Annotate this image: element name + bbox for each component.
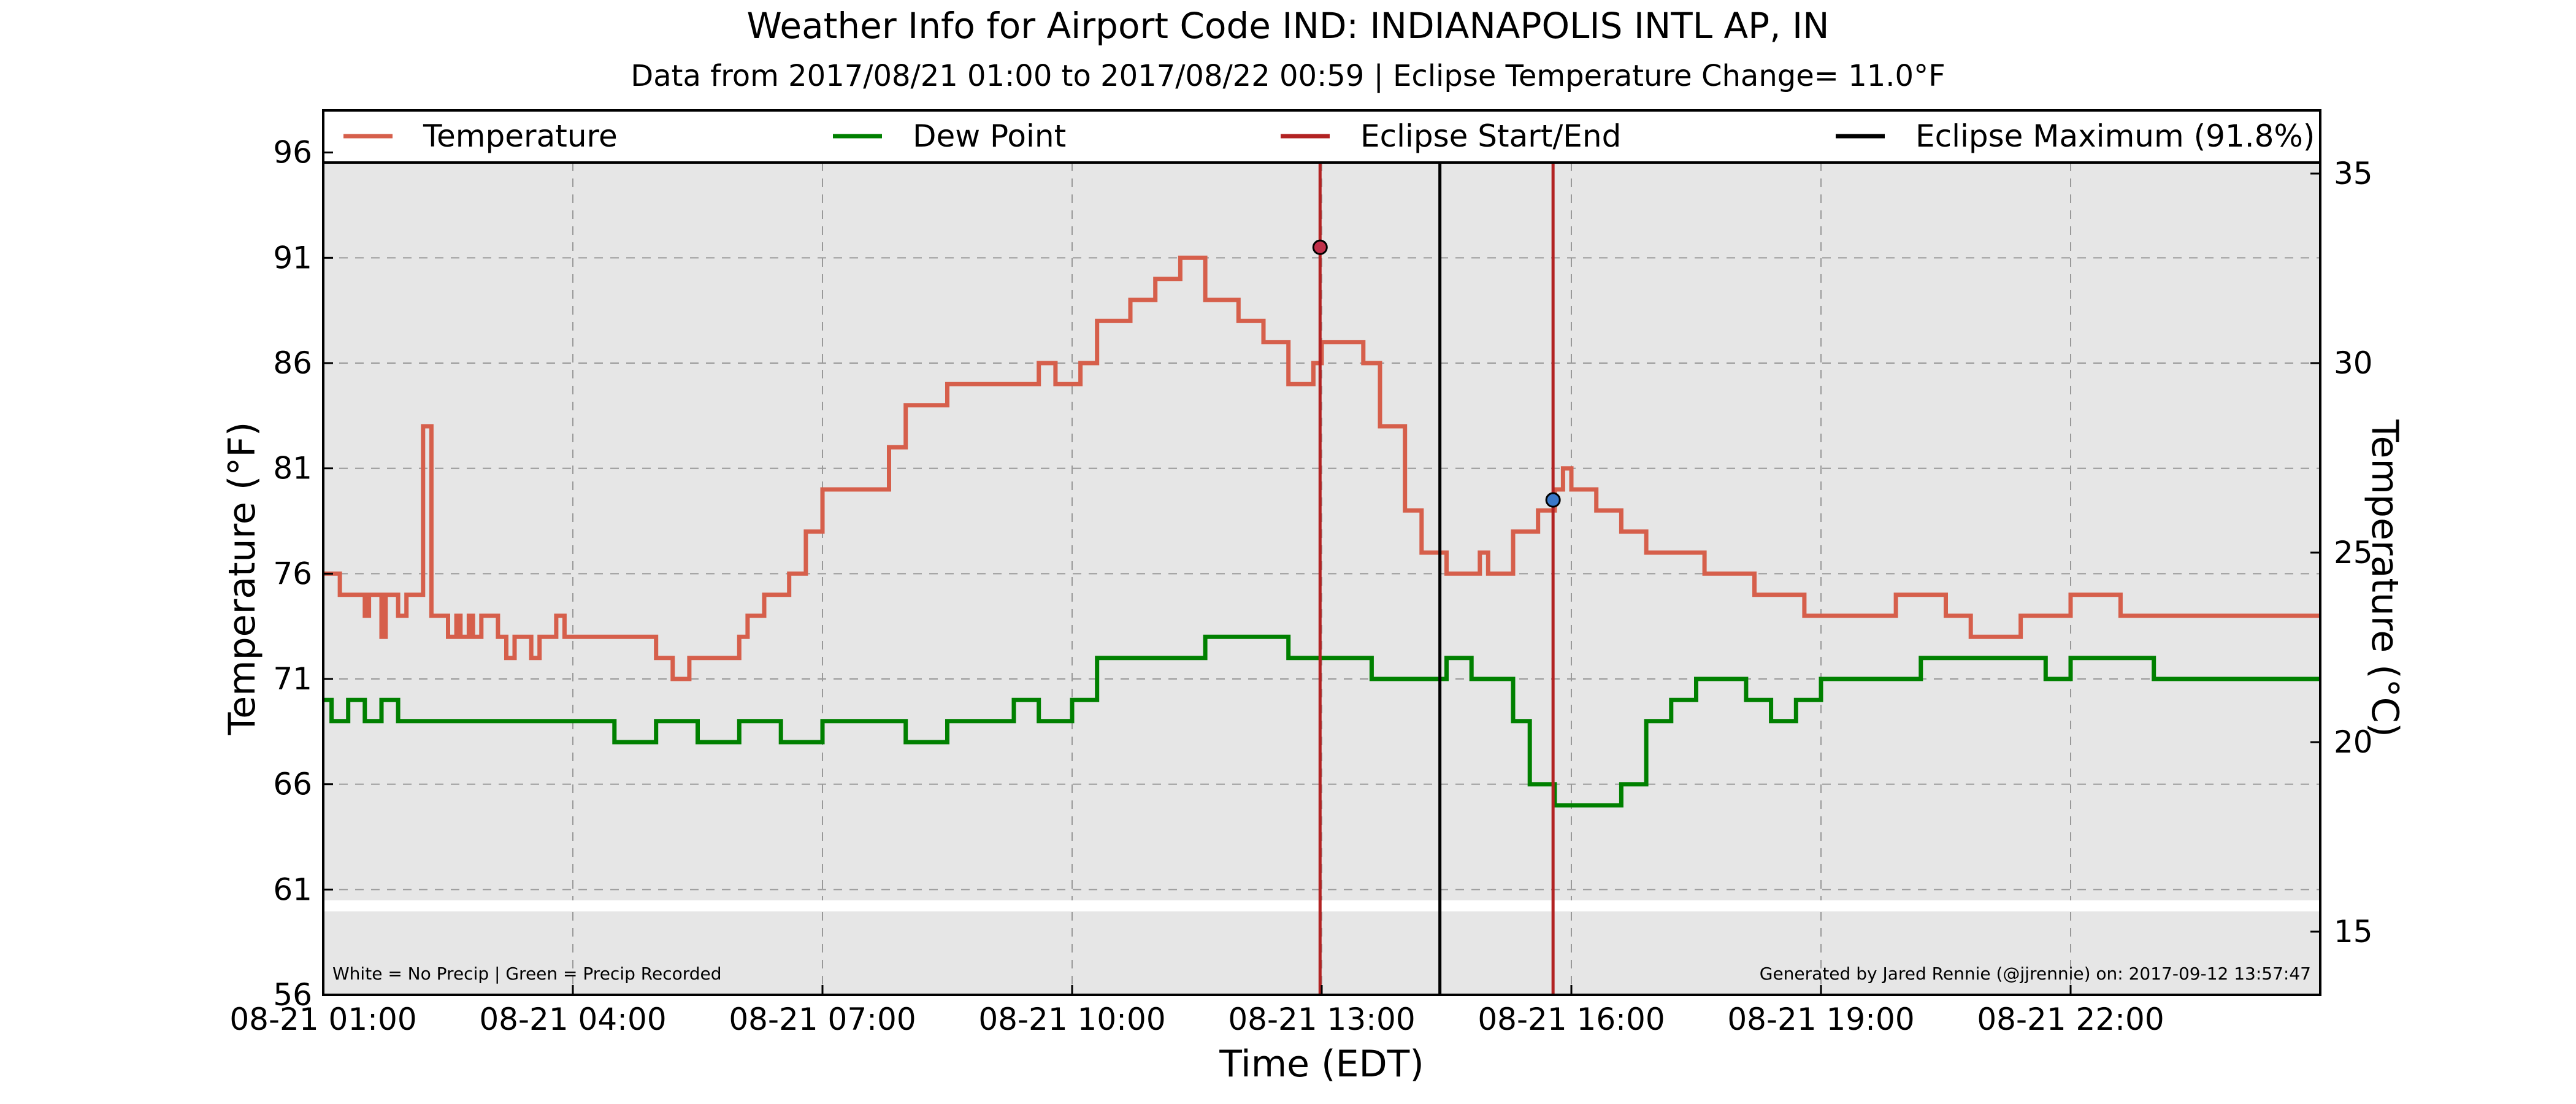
legend: Temperature Dew Point Eclipse Start/End Ecl…	[343, 118, 2315, 154]
x-tick-label: 08-21 13:00	[1228, 1002, 1415, 1037]
x-tick-label: 08-21 10:00	[978, 1002, 1165, 1037]
y-tick-label: 76	[273, 556, 312, 591]
y-right-tick-label: 25	[2334, 535, 2373, 570]
x-tick-label: 08-21 04:00	[479, 1002, 666, 1037]
x-axis-label: Time (EDT)	[1219, 1043, 1424, 1086]
eclipse-layer	[1312, 163, 1561, 995]
temperature-series-line	[323, 255, 2320, 681]
legend-label: Temperature	[423, 118, 618, 154]
y-right-tick-label: 15	[2334, 914, 2373, 949]
eclipse-start-marker	[1312, 239, 1328, 255]
y-tick-label: 81	[273, 451, 312, 486]
y-axis-label-right: Temperature (°C)	[2363, 419, 2406, 737]
x-tick-label: 08-21 01:00	[229, 1002, 416, 1037]
precip-bar	[323, 900, 2320, 911]
legend-label: Eclipse Start/End	[1360, 118, 1621, 154]
generated-note: Generated by Jared Rennie (@jjrennie) on…	[1760, 964, 2311, 984]
legend-label: Eclipse Maximum (91.8%)	[1915, 118, 2315, 154]
y-right-tick-label: 20	[2334, 724, 2373, 760]
y-tick-label: 91	[273, 240, 312, 275]
y-tick-label: 71	[273, 661, 312, 697]
y-tick-label: 86	[273, 345, 312, 381]
dew-point-series-line	[323, 634, 2320, 808]
legend-label: Dew Point	[913, 118, 1066, 154]
grid-lines	[323, 163, 2320, 995]
x-tick-label: 08-21 22:00	[1977, 1002, 2164, 1037]
y-right-tick-label: 30	[2334, 345, 2373, 381]
x-tick-label: 08-21 19:00	[1727, 1002, 1914, 1037]
y-right-tick-label: 35	[2334, 156, 2373, 191]
eclipse-end-marker	[1545, 492, 1561, 508]
y-tick-label: 61	[273, 872, 312, 907]
chart-subtitle: Data from 2017/08/21 01:00 to 2017/08/22…	[631, 59, 1945, 93]
x-tick-label: 08-21 07:00	[729, 1002, 916, 1037]
precip-note: White = No Precip | Green = Precip Recor…	[332, 964, 722, 984]
y-axis-label-left: Temperature (°F)	[221, 422, 264, 735]
series-layer	[323, 255, 2320, 808]
x-tick-label: 08-21 16:00	[1478, 1002, 1665, 1037]
y-tick-label: 96	[273, 135, 312, 171]
chart-title: Weather Info for Airport Code IND: INDIA…	[746, 5, 1829, 47]
y-tick-label: 56	[273, 977, 312, 1013]
y-tick-label: 66	[273, 767, 312, 802]
axes: 56 61 66 71 76 81 86 91 96 15 20 25 30 35 08-21 01:00 0…	[229, 135, 2372, 1037]
